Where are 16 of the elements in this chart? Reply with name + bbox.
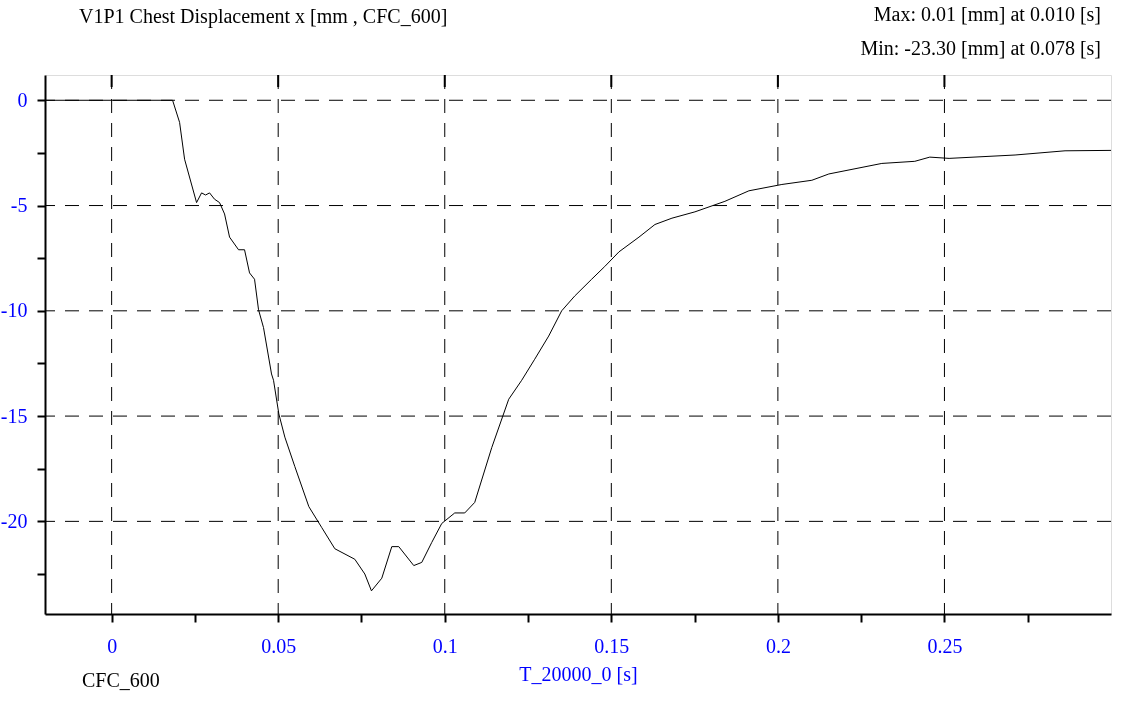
y-tick-label: -5: [10, 194, 28, 217]
y-tick-label: 0: [17, 88, 28, 111]
x-tick-label: 0.05: [261, 634, 297, 657]
x-tick-label: 0: [107, 634, 118, 657]
x-tick-label: 0.2: [765, 634, 791, 657]
x-axis-title: T_20000_0 [s]: [519, 662, 638, 685]
x-tick-label: 0.15: [594, 634, 630, 657]
y-tick-label: -10: [0, 299, 28, 322]
x-tick-label: 0.1: [432, 634, 458, 657]
y-tick-label: -15: [0, 404, 28, 427]
text: Max: 0.01 [mm] at 0.010 [s]: [873, 3, 1101, 25]
chart-title: V1P1 Chest Displacement x [mm , CFC_600]: [79, 5, 448, 28]
y-tick-label: -20: [0, 509, 28, 532]
text: CFC_600: [82, 669, 160, 691]
x-tick-label: 0.25: [927, 634, 963, 657]
text: Min: -23.30 [mm] at 0.078 [s]: [860, 37, 1101, 59]
